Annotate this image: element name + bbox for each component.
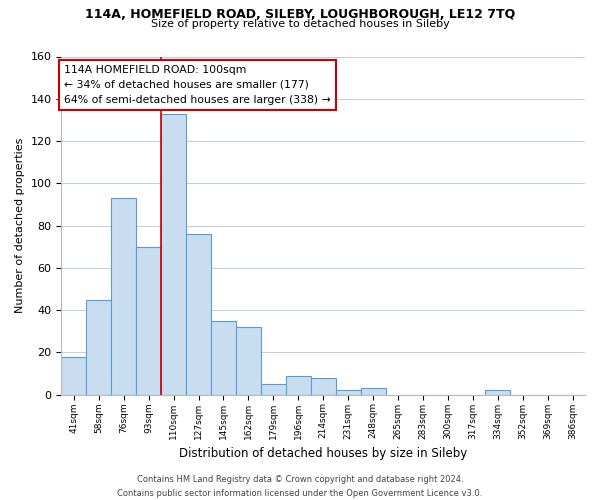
Text: 114A HOMEFIELD ROAD: 100sqm
← 34% of detached houses are smaller (177)
64% of se: 114A HOMEFIELD ROAD: 100sqm ← 34% of det…: [64, 65, 331, 104]
Bar: [86, 300, 111, 394]
Bar: [186, 234, 211, 394]
Y-axis label: Number of detached properties: Number of detached properties: [15, 138, 25, 314]
Bar: [211, 320, 236, 394]
Bar: [311, 378, 335, 394]
Bar: [361, 388, 386, 394]
Bar: [61, 356, 86, 395]
Text: 114A, HOMEFIELD ROAD, SILEBY, LOUGHBOROUGH, LE12 7TQ: 114A, HOMEFIELD ROAD, SILEBY, LOUGHBOROU…: [85, 8, 515, 20]
Bar: [485, 390, 510, 394]
Bar: [136, 246, 161, 394]
Text: Size of property relative to detached houses in Sileby: Size of property relative to detached ho…: [151, 19, 449, 29]
Bar: [335, 390, 361, 394]
Bar: [161, 114, 186, 394]
Bar: [111, 198, 136, 394]
X-axis label: Distribution of detached houses by size in Sileby: Distribution of detached houses by size …: [179, 447, 467, 460]
Bar: [236, 327, 261, 394]
Text: Contains HM Land Registry data © Crown copyright and database right 2024.
Contai: Contains HM Land Registry data © Crown c…: [118, 476, 482, 498]
Bar: [286, 376, 311, 394]
Bar: [261, 384, 286, 394]
